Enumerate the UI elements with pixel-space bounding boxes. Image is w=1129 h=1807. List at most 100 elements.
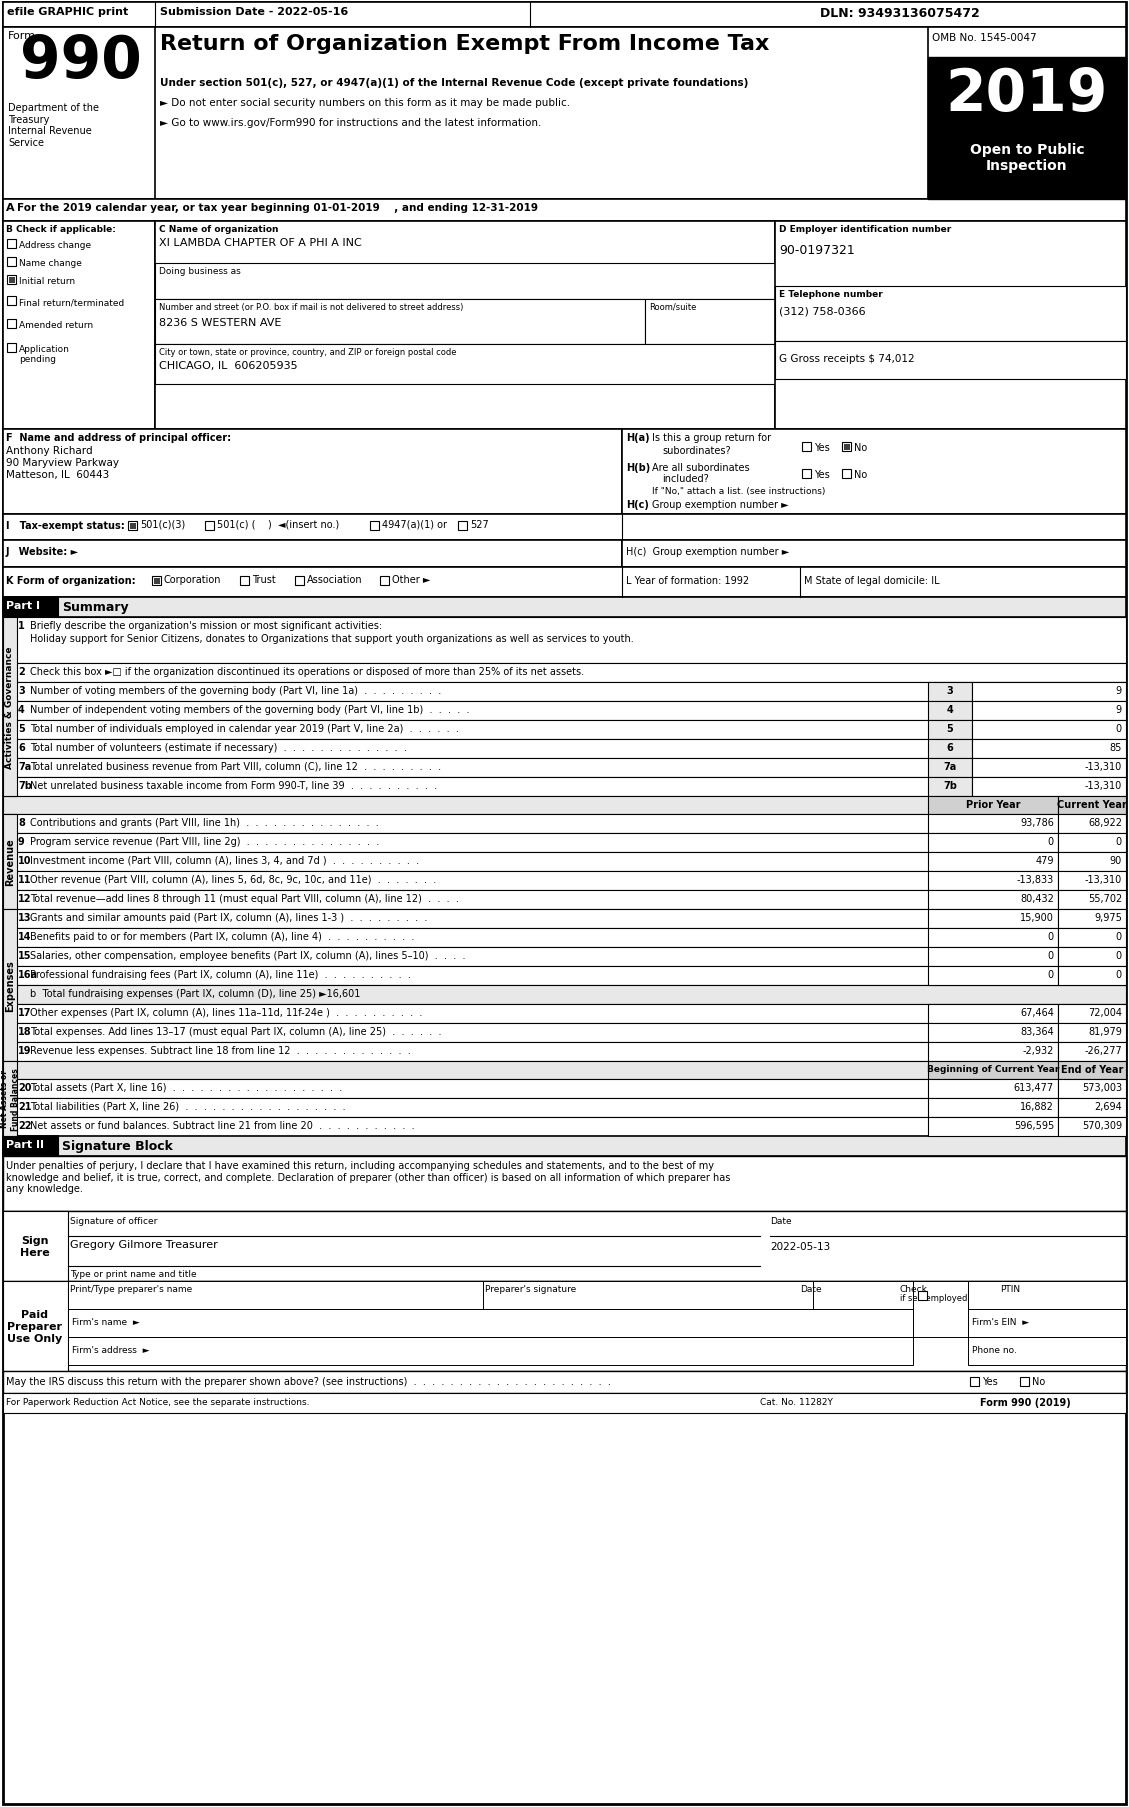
Bar xyxy=(458,522,467,531)
Bar xyxy=(1058,871,1126,891)
Bar xyxy=(1058,815,1126,833)
Bar xyxy=(3,1005,1126,1023)
Text: 12: 12 xyxy=(18,893,32,904)
Bar xyxy=(802,443,811,452)
Text: Print/Type preparer's name: Print/Type preparer's name xyxy=(70,1285,192,1294)
Text: 613,477: 613,477 xyxy=(1014,1082,1054,1093)
Bar xyxy=(774,342,1126,379)
Bar xyxy=(3,1061,1126,1079)
Text: 527: 527 xyxy=(470,520,489,529)
Text: 479: 479 xyxy=(1035,855,1054,866)
Bar xyxy=(3,222,155,430)
Bar xyxy=(622,540,1126,567)
Text: 0: 0 xyxy=(1048,931,1054,941)
Text: 7b: 7b xyxy=(18,781,32,790)
Text: ► Go to www.irs.gov/Form990 for instructions and the latest information.: ► Go to www.irs.gov/Form990 for instruct… xyxy=(160,117,542,128)
Text: Expenses: Expenses xyxy=(5,960,15,1012)
Bar xyxy=(843,445,849,450)
Text: Is this a group return for: Is this a group return for xyxy=(653,432,771,443)
Text: 0: 0 xyxy=(1115,723,1122,734)
Bar xyxy=(928,833,1058,853)
Text: Signature of officer: Signature of officer xyxy=(70,1216,157,1225)
Bar xyxy=(3,871,1126,891)
Text: A: A xyxy=(6,202,15,213)
Text: Cat. No. 11282Y: Cat. No. 11282Y xyxy=(760,1397,833,1406)
Text: Current Year: Current Year xyxy=(1057,799,1127,810)
Text: 7a: 7a xyxy=(18,761,32,772)
Text: 21: 21 xyxy=(18,1102,32,1111)
Bar xyxy=(3,1099,1126,1117)
Bar xyxy=(928,683,972,701)
Text: DLN: 93493136075472: DLN: 93493136075472 xyxy=(820,7,980,20)
Text: Association: Association xyxy=(307,575,362,585)
Bar xyxy=(3,1281,1126,1372)
Bar xyxy=(774,287,1126,342)
Bar xyxy=(1058,909,1126,929)
Text: Trust: Trust xyxy=(252,575,275,585)
Text: Contributions and grants (Part VIII, line 1h)  .  .  .  .  .  .  .  .  .  .  .  : Contributions and grants (Part VIII, lin… xyxy=(30,817,378,828)
Text: 2019: 2019 xyxy=(946,67,1109,123)
Bar xyxy=(3,777,1126,797)
Text: Yes: Yes xyxy=(982,1377,998,1386)
Text: 16,882: 16,882 xyxy=(1021,1102,1054,1111)
Text: Open to Public
Inspection: Open to Public Inspection xyxy=(970,143,1084,173)
Bar xyxy=(3,515,1126,540)
Text: 501(c)(3): 501(c)(3) xyxy=(140,520,185,529)
Text: Corporation: Corporation xyxy=(164,575,221,585)
Text: Firm's name  ►: Firm's name ► xyxy=(72,1317,140,1326)
Bar xyxy=(928,967,1058,985)
Bar xyxy=(928,58,1126,201)
Text: 8236 S WESTERN AVE: 8236 S WESTERN AVE xyxy=(159,318,281,327)
Text: H(c)  Group exemption number ►: H(c) Group exemption number ► xyxy=(625,548,789,557)
Bar xyxy=(68,1281,483,1310)
Bar xyxy=(968,1281,1126,1310)
Text: Return of Organization Exempt From Income Tax: Return of Organization Exempt From Incom… xyxy=(160,34,769,54)
Text: Salaries, other compensation, employee benefits (Part IX, column (A), lines 5–10: Salaries, other compensation, employee b… xyxy=(30,950,465,961)
Text: 0: 0 xyxy=(1115,970,1122,979)
Text: 6: 6 xyxy=(946,743,953,752)
Bar xyxy=(3,1211,68,1281)
Text: Holiday support for Senior Citizens, donates to Organizations that support youth: Holiday support for Senior Citizens, don… xyxy=(30,634,633,643)
Text: 2: 2 xyxy=(18,667,25,676)
Bar xyxy=(1058,833,1126,853)
Bar xyxy=(928,1079,1058,1099)
Text: Yes: Yes xyxy=(814,470,830,479)
Text: 8: 8 xyxy=(18,817,25,828)
Bar xyxy=(928,759,972,777)
Text: 4947(a)(1) or: 4947(a)(1) or xyxy=(382,520,447,529)
Text: Program service revenue (Part VIII, line 2g)  .  .  .  .  .  .  .  .  .  .  .  .: Program service revenue (Part VIII, line… xyxy=(30,837,379,846)
Text: Name change: Name change xyxy=(19,258,82,267)
Bar xyxy=(1058,1023,1126,1043)
Text: Summary: Summary xyxy=(62,600,129,614)
Bar xyxy=(928,891,1058,909)
Text: 2022-05-13: 2022-05-13 xyxy=(770,1241,830,1250)
Bar xyxy=(3,1156,1126,1211)
Text: 7b: 7b xyxy=(943,781,957,790)
Text: subordinates?: subordinates? xyxy=(662,446,730,455)
Text: Date: Date xyxy=(770,1216,791,1225)
Text: 9,975: 9,975 xyxy=(1094,913,1122,923)
Text: Matteson, IL  60443: Matteson, IL 60443 xyxy=(6,470,110,479)
Text: For the 2019 calendar year, or tax year beginning 01-01-2019    , and ending 12-: For the 2019 calendar year, or tax year … xyxy=(17,202,539,213)
Bar xyxy=(3,201,1126,222)
Bar xyxy=(928,1099,1058,1117)
Text: Revenue less expenses. Subtract line 18 from line 12  .  .  .  .  .  .  .  .  . : Revenue less expenses. Subtract line 18 … xyxy=(30,1046,411,1055)
Text: Amended return: Amended return xyxy=(19,322,93,331)
Bar xyxy=(3,540,622,567)
Text: Total unrelated business revenue from Part VIII, column (C), line 12  .  .  .  .: Total unrelated business revenue from Pa… xyxy=(30,761,441,772)
Bar xyxy=(3,1372,1126,1393)
Text: 0: 0 xyxy=(1115,931,1122,941)
Text: -13,310: -13,310 xyxy=(1085,761,1122,772)
Text: Doing business as: Doing business as xyxy=(159,267,240,276)
Text: Anthony Richard: Anthony Richard xyxy=(6,446,93,455)
Text: 7a: 7a xyxy=(944,761,956,772)
Bar xyxy=(813,1281,913,1310)
Text: Room/suite: Room/suite xyxy=(649,304,697,313)
Text: M State of legal domicile: IL: M State of legal domicile: IL xyxy=(804,576,939,585)
Bar xyxy=(928,929,1058,947)
Text: PTIN: PTIN xyxy=(1000,1285,1021,1294)
Bar xyxy=(928,871,1058,891)
Text: 80,432: 80,432 xyxy=(1021,893,1054,904)
Bar xyxy=(972,701,1126,721)
Text: 3: 3 xyxy=(946,685,953,696)
